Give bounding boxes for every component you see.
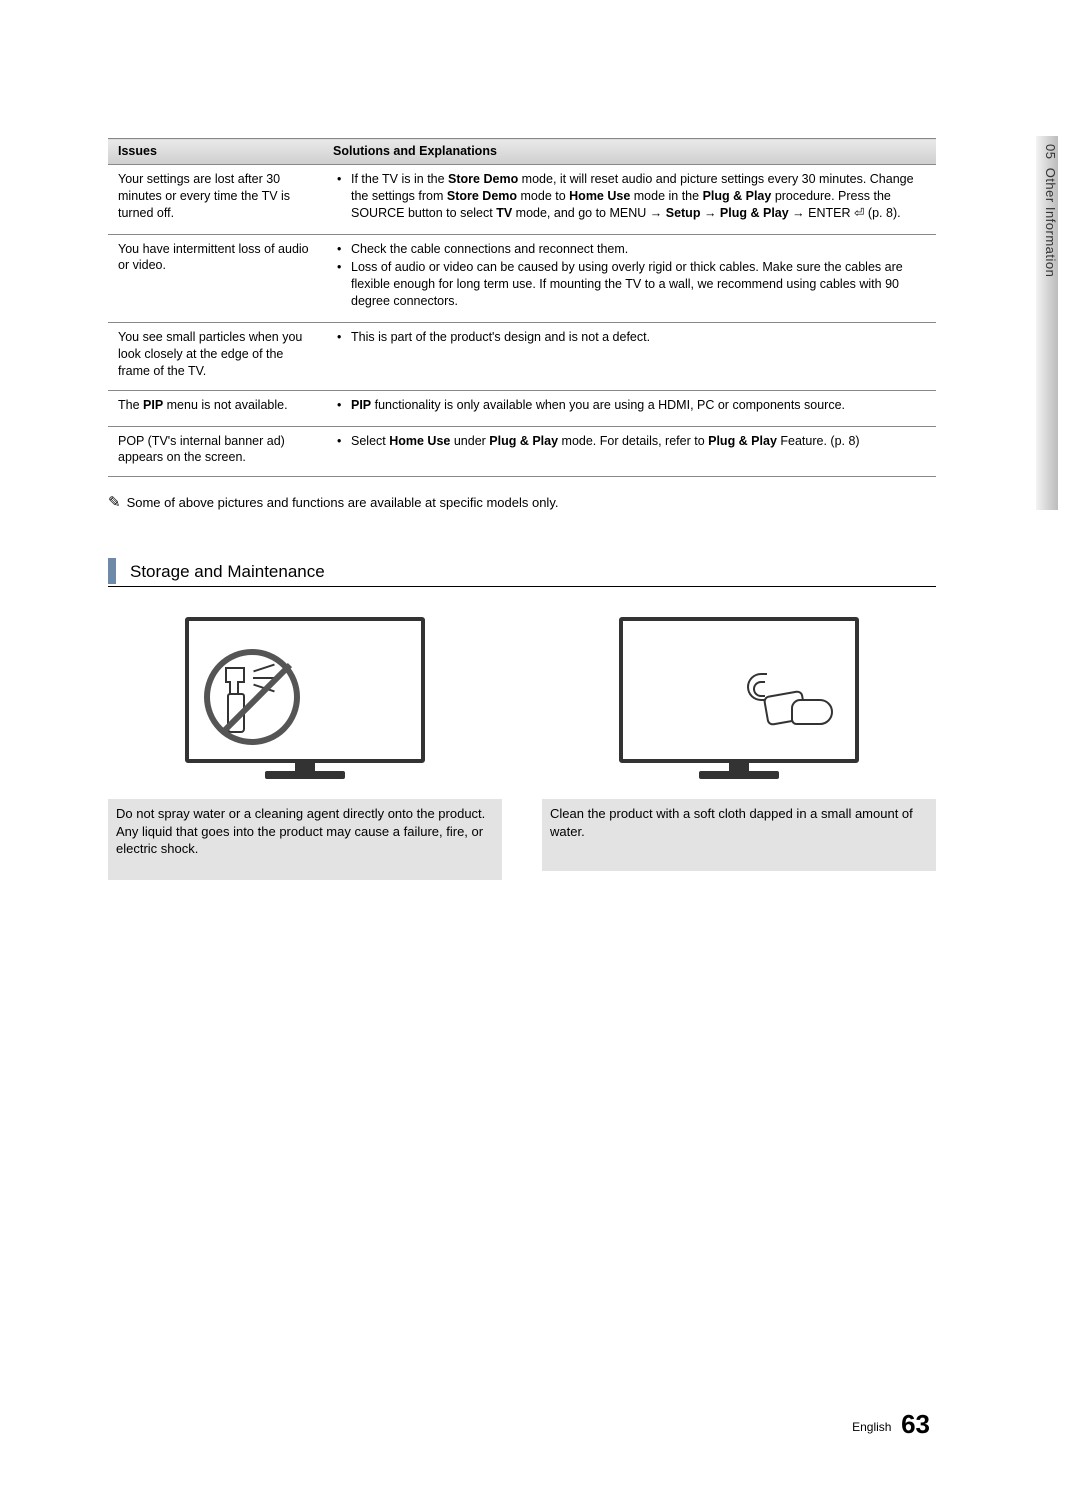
tv-stand-base [265,771,345,779]
issue-cell: POP (TV's internal banner ad) appears on… [108,426,323,477]
troubleshoot-table: Issues Solutions and Explanations Your s… [108,138,936,477]
prohibit-icon [204,649,300,745]
solution-item: Loss of audio or video can be caused by … [333,259,928,310]
chapter-title: Other Information [1043,168,1058,278]
maintenance-row: Do not spray water or a cleaning agent d… [108,609,936,880]
solution-cell: Select Home Use under Plug & Play mode. … [323,426,936,477]
solution-item: PIP functionality is only available when… [333,397,928,414]
th-solutions: Solutions and Explanations [323,139,936,165]
note-text: Some of above pictures and functions are… [127,495,559,510]
solution-cell: PIP functionality is only available when… [323,390,936,426]
solution-item: Check the cable connections and reconnec… [333,241,928,258]
heading-bar [108,558,116,584]
page-content: Issues Solutions and Explanations Your s… [108,138,936,880]
solution-item: This is part of the product's design and… [333,329,928,346]
maint-col-left: Do not spray water or a cleaning agent d… [108,609,502,880]
side-tab-label: 05 Other Information [1036,144,1058,277]
maint-col-right: Clean the product with a soft cloth dapp… [542,609,936,880]
table-row: You have intermittent loss of audio or v… [108,234,936,323]
illustration-no-spray [163,609,447,785]
solution-item: If the TV is in the Store Demo mode, it … [333,171,928,222]
note-icon: ✎ [108,495,121,510]
solution-item: Select Home Use under Plug & Play mode. … [333,433,928,450]
caption-right: Clean the product with a soft cloth dapp… [542,799,936,871]
caption-left: Do not spray water or a cleaning agent d… [108,799,502,880]
table-row: You see small particles when you look cl… [108,323,936,391]
page-footer: English 63 [852,1409,930,1440]
illustration-soft-cloth [597,609,881,785]
solution-cell: This is part of the product's design and… [323,323,936,391]
issue-cell: You have intermittent loss of audio or v… [108,234,323,323]
solution-cell: If the TV is in the Store Demo mode, it … [323,164,936,234]
section-heading: Storage and Maintenance [108,558,936,587]
side-chapter-tab: 05 Other Information [1036,136,1058,510]
footer-page-number: 63 [901,1409,930,1439]
tv-stand-base [699,771,779,779]
solution-cell: Check the cable connections and reconnec… [323,234,936,323]
issue-cell: The PIP menu is not available. [108,390,323,426]
table-row: POP (TV's internal banner ad) appears on… [108,426,936,477]
chapter-number: 05 [1043,144,1058,159]
motion-arc-icon [753,681,765,697]
issue-cell: Your settings are lost after 30 minutes … [108,164,323,234]
th-issues: Issues [108,139,323,165]
footer-language: English [852,1420,891,1434]
note-line: ✎ Some of above pictures and functions a… [108,495,936,510]
issue-cell: You see small particles when you look cl… [108,323,323,391]
table-row: Your settings are lost after 30 minutes … [108,164,936,234]
cloth-hand-icon [765,687,835,737]
section-title: Storage and Maintenance [130,558,325,584]
table-row: The PIP menu is not available. PIP functi… [108,390,936,426]
